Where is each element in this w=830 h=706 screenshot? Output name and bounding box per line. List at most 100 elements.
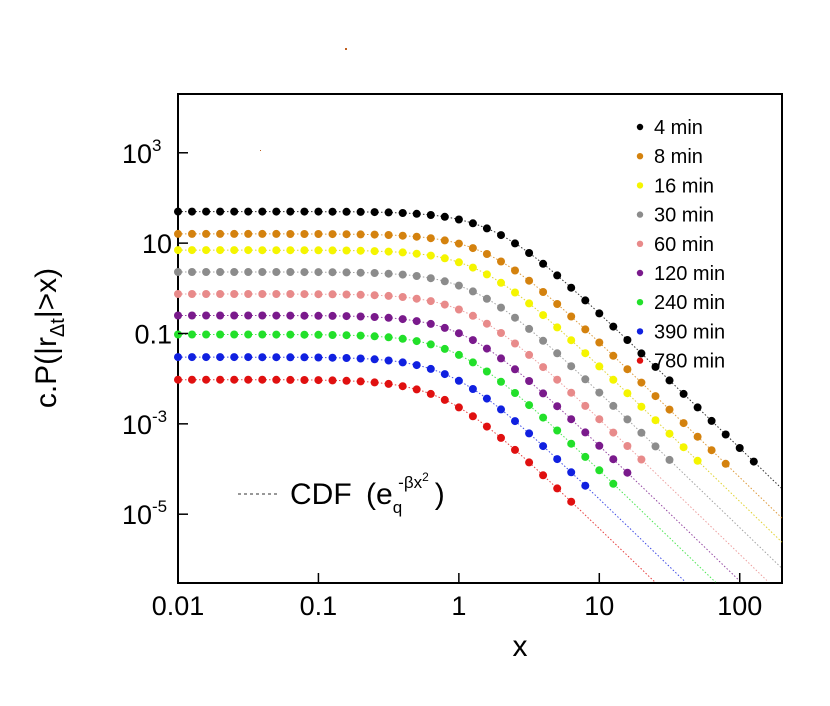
- data-point: [328, 353, 337, 362]
- data-point: [525, 276, 534, 285]
- data-point: [342, 312, 351, 321]
- legend-label: 60 min: [654, 234, 714, 256]
- data-point: [511, 445, 519, 454]
- data-point: [342, 268, 351, 277]
- y-tick-label: 10: [122, 410, 152, 440]
- data-point: [370, 313, 379, 321]
- data-point: [525, 377, 534, 385]
- data-point: [272, 268, 281, 276]
- data-point: [609, 401, 618, 410]
- data-point: [342, 290, 351, 299]
- data-point: [286, 268, 295, 276]
- data-point: [272, 207, 281, 216]
- stray-mark: [260, 150, 261, 151]
- data-point: [370, 230, 379, 239]
- data-point: [637, 349, 646, 358]
- data-point: [468, 358, 477, 367]
- data-point: [202, 246, 211, 255]
- data-point: [300, 207, 309, 216]
- data-point: [356, 377, 365, 386]
- data-point: [356, 207, 365, 216]
- data-point: [468, 311, 477, 320]
- data-point: [230, 207, 239, 216]
- data-point: [244, 268, 253, 276]
- data-point: [749, 457, 758, 466]
- data-point: [525, 299, 534, 308]
- data-point: [553, 426, 562, 435]
- data-point: [174, 353, 182, 362]
- data-point: [623, 336, 632, 344]
- data-point: [511, 288, 519, 297]
- fit-legend-label: CDF: [290, 478, 352, 511]
- data-point: [609, 375, 618, 384]
- data-point: [454, 215, 463, 224]
- data-point: [286, 311, 295, 320]
- data-point: [384, 379, 393, 388]
- data-point: [258, 229, 267, 238]
- data-point: [328, 230, 337, 239]
- data-point: [525, 458, 534, 467]
- x-tick-label: 10: [584, 591, 614, 621]
- data-point: [244, 290, 253, 298]
- data-point: [300, 311, 309, 320]
- data-point: [314, 353, 323, 362]
- data-point: [244, 229, 253, 238]
- data-point: [216, 330, 225, 339]
- data-point: [356, 246, 365, 255]
- legend-label: 780 min: [654, 351, 725, 373]
- data-point: [609, 455, 618, 464]
- data-point: [665, 376, 674, 385]
- data-point: [174, 229, 182, 238]
- y-tick-label: 10: [142, 229, 172, 259]
- legend-label: 120 min: [654, 263, 725, 285]
- data-point: [230, 353, 239, 362]
- data-point: [188, 229, 196, 238]
- data-point: [286, 330, 295, 339]
- data-point: [511, 239, 519, 248]
- data-point: [623, 365, 632, 374]
- data-point: [314, 311, 323, 320]
- data-point: [623, 468, 632, 477]
- data-point: [539, 336, 548, 345]
- data-point: [426, 274, 435, 283]
- data-point: [440, 344, 449, 353]
- data-point: [300, 246, 309, 255]
- y-axis-label: c.P(|rΔt|>x): [30, 268, 69, 408]
- data-point: [511, 266, 519, 275]
- data-point: [553, 323, 562, 332]
- data-point: [539, 259, 548, 268]
- fit-formula-sup2: 2: [422, 470, 429, 484]
- legend-marker: [636, 211, 644, 218]
- data-point: [398, 334, 407, 343]
- data-point: [300, 376, 309, 384]
- data-point: [525, 350, 534, 359]
- data-point: [356, 290, 365, 299]
- data-point: [637, 402, 646, 411]
- data-point: [426, 319, 435, 328]
- data-point: [412, 337, 421, 346]
- data-point: [216, 290, 225, 298]
- data-point: [230, 268, 239, 276]
- data-point: [216, 353, 225, 362]
- data-point: [328, 207, 337, 216]
- legend-marker: [636, 153, 644, 160]
- data-point: [482, 394, 491, 403]
- data-point: [398, 270, 407, 279]
- data-point: [328, 246, 337, 255]
- data-point: [693, 456, 702, 465]
- data-point: [370, 269, 379, 277]
- data-point: [595, 415, 604, 424]
- legend-label: 16 min: [654, 175, 714, 197]
- data-point: [216, 229, 225, 238]
- data-point: [553, 271, 562, 280]
- data-point: [609, 322, 618, 331]
- data-point: [412, 232, 421, 241]
- data-point: [272, 330, 281, 339]
- data-point: [328, 268, 337, 277]
- data-point: [440, 370, 449, 379]
- series-legend: 4 min 8 min 16 min 30 min 60 min 120 min 240 m…: [636, 117, 725, 373]
- data-point: [426, 364, 435, 373]
- data-point: [356, 331, 365, 340]
- data-point: [328, 331, 337, 339]
